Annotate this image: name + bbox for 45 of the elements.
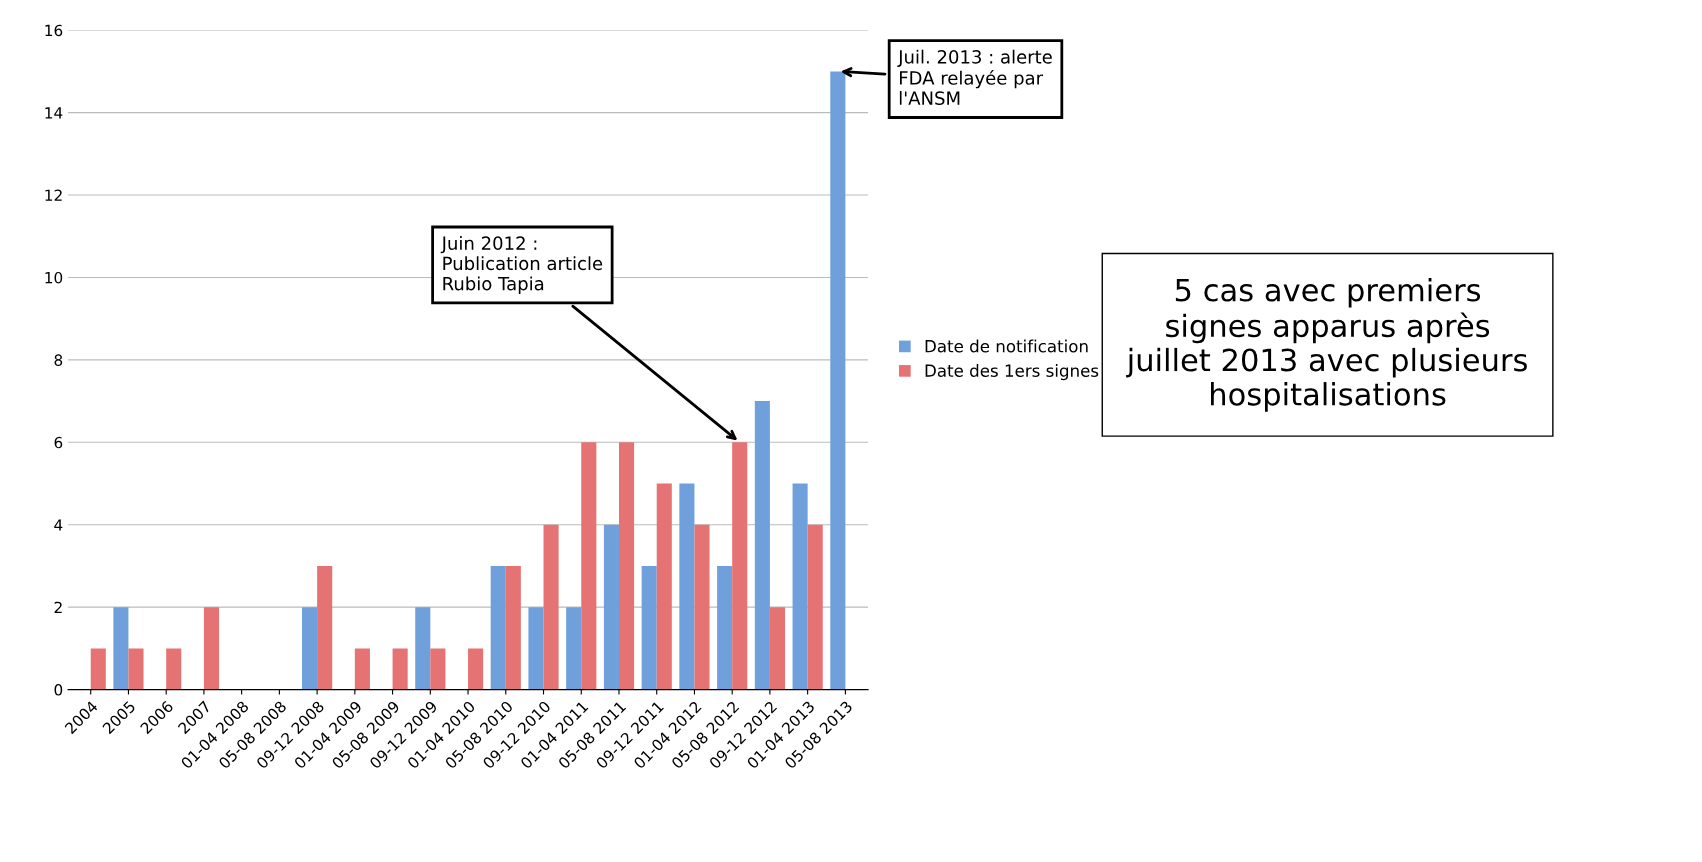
bar (792, 483, 808, 690)
bar (113, 607, 129, 690)
bar (543, 524, 559, 690)
bar (528, 607, 544, 690)
bar (641, 565, 657, 690)
y-tick-label: 8 (54, 354, 63, 366)
bar (392, 648, 408, 690)
y-tick-label: 10 (45, 271, 63, 284)
y-tick-label: 14 (45, 107, 63, 119)
bar (203, 607, 220, 690)
bar (581, 442, 597, 690)
bar (505, 565, 521, 690)
bar (302, 607, 318, 690)
bar (468, 648, 484, 690)
bar (656, 483, 672, 690)
bar (807, 524, 823, 690)
bar (679, 483, 695, 690)
bar (732, 442, 748, 690)
bar (830, 71, 846, 690)
y-tick-label: 2 (54, 601, 62, 613)
bar (754, 401, 770, 690)
legend-label: Date des 1ers signes (925, 364, 1099, 381)
bar (694, 524, 710, 690)
bar (166, 648, 182, 690)
bar (430, 648, 446, 690)
y-tick-label: 4 (54, 519, 63, 531)
bar (128, 648, 144, 690)
y-tick-label: 6 (54, 436, 63, 449)
text: 5 cas avec premiers signes apparus après juillet 2013 avec plusieurs hospitalisations (1126, 277, 1527, 412)
bar (618, 442, 635, 690)
y-tick-label: 16 (45, 24, 63, 37)
annotation: Juil. 2013 : alerte FDA relayée par l'ANSM (897, 49, 1052, 105)
y-tick-label: 12 (45, 189, 62, 201)
bar (566, 607, 582, 690)
bar (90, 648, 106, 690)
legend-label: Date de notification (925, 339, 1088, 353)
bar (769, 607, 786, 690)
bar (317, 565, 333, 690)
bar (717, 565, 733, 690)
bar (603, 524, 619, 690)
annotation: Juin 2012 : Publication article Rubio Tapia (440, 236, 603, 294)
bar (415, 607, 431, 690)
y-tick-label: 0 (54, 684, 63, 696)
bar (490, 565, 506, 690)
bar (354, 648, 370, 690)
